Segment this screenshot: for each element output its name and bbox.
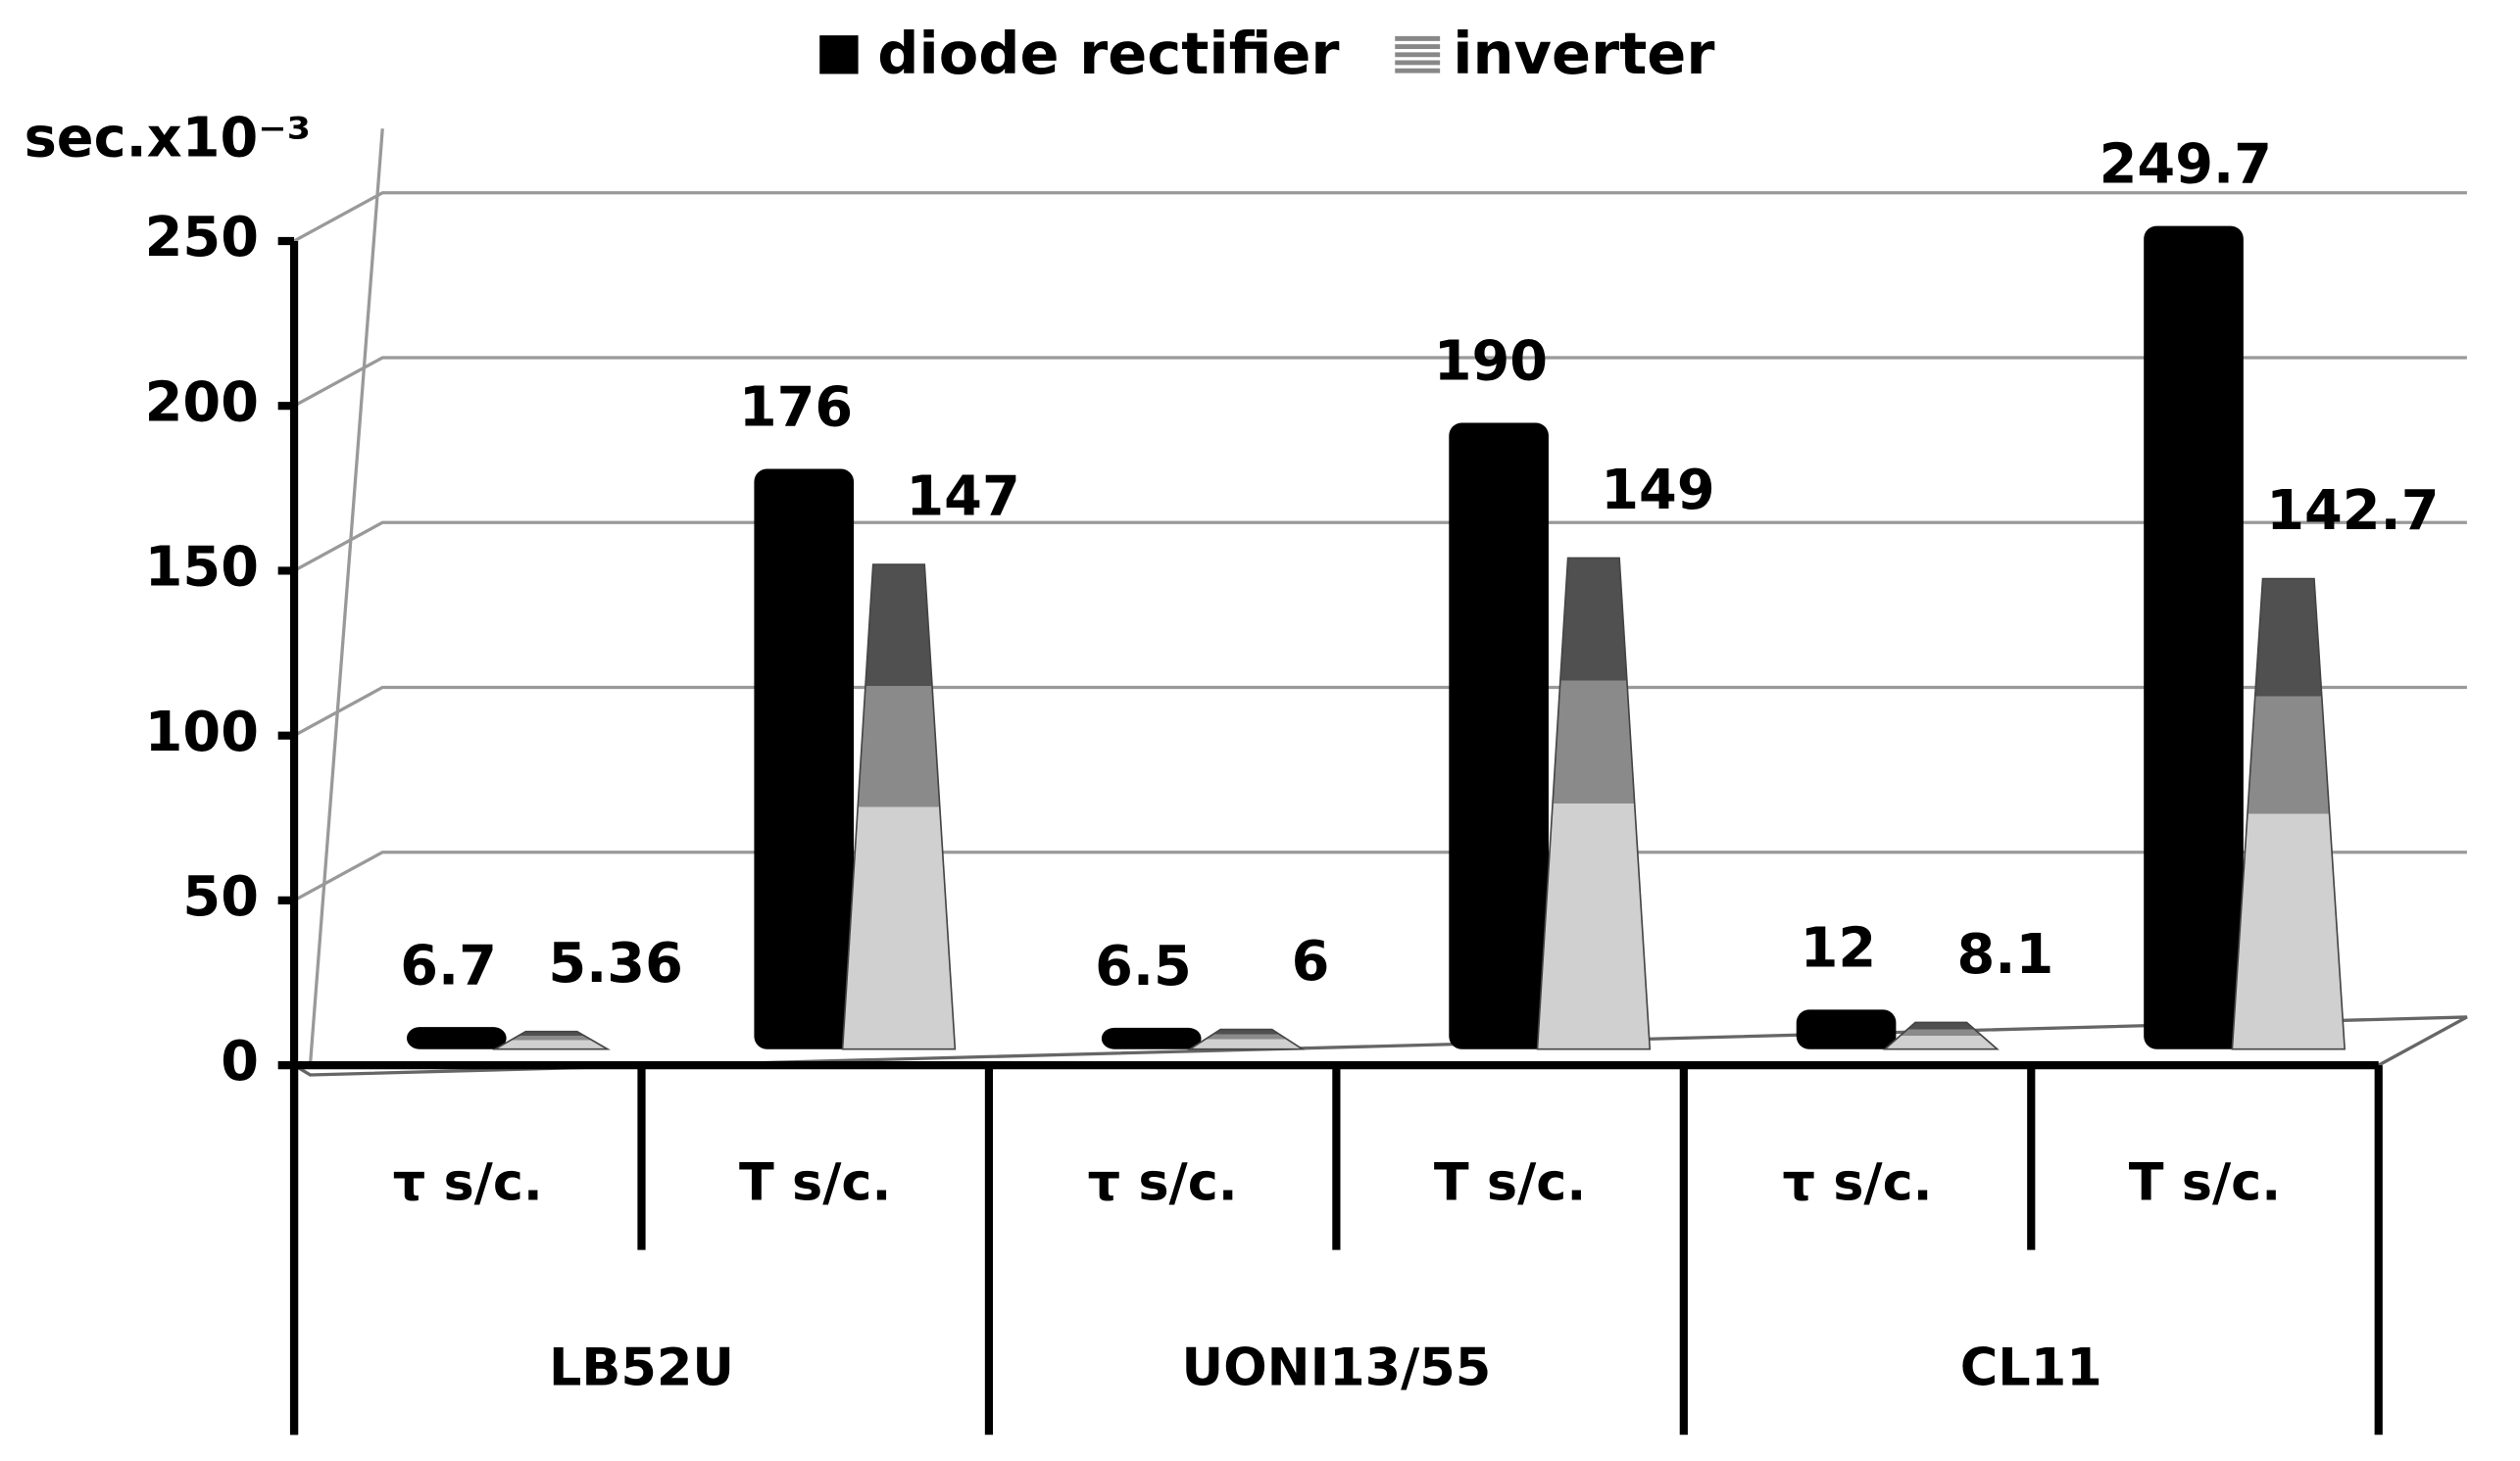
- y-tick-label: 0: [221, 1030, 259, 1094]
- x-tick-label: τ s/c.: [1782, 1153, 1932, 1213]
- group-label: UONI13/55: [1182, 1338, 1492, 1397]
- value-label: 190: [1434, 330, 1548, 394]
- value-label: 5.36: [548, 932, 683, 996]
- value-label: 6: [1292, 930, 1330, 994]
- value-label: 6.7: [400, 934, 497, 998]
- x-tick-label: T s/c.: [739, 1153, 891, 1213]
- legend-label: diode rectifier: [877, 20, 1339, 87]
- bar: [1101, 1027, 1202, 1049]
- bar: [1536, 557, 1652, 1050]
- value-label: 12: [1801, 916, 1877, 980]
- bar: [2231, 577, 2347, 1050]
- grid-line: [293, 520, 2467, 572]
- y-tick-label: 250: [145, 206, 259, 269]
- y-tick-label: 150: [145, 536, 259, 600]
- grid-line: [293, 685, 2467, 738]
- value-label: 6.5: [1095, 935, 1192, 998]
- x-tick-label: τ s/c.: [1088, 1153, 1238, 1213]
- y-tick-label: 100: [145, 701, 259, 764]
- grid-line: [293, 356, 2467, 408]
- bar: [492, 1030, 611, 1050]
- bar: [1449, 422, 1549, 1049]
- value-label: 142.7: [2266, 479, 2439, 543]
- group-label: LB52U: [549, 1338, 734, 1397]
- bar: [1796, 1009, 1897, 1049]
- bar: [406, 1027, 507, 1049]
- value-label: 147: [906, 465, 1019, 529]
- value-label: 249.7: [2100, 133, 2272, 197]
- value-label: 8.1: [1957, 923, 2054, 987]
- grid-line: [293, 191, 2467, 243]
- legend-label: inverter: [1453, 20, 1714, 87]
- x-tick-label: T s/c.: [2129, 1153, 2281, 1213]
- value-label: 149: [1601, 459, 1714, 522]
- legend-swatch: [819, 35, 859, 74]
- y-axis-label: sec.x10⁻³: [25, 106, 312, 170]
- x-tick-label: T s/c.: [1434, 1153, 1586, 1213]
- bar: [841, 563, 957, 1050]
- x-tick-label: τ s/c.: [393, 1153, 543, 1213]
- grid-line: [293, 851, 2467, 902]
- bar: [1187, 1028, 1306, 1050]
- group-label: CL11: [1960, 1338, 2102, 1397]
- floor-edge: [293, 1015, 2468, 1077]
- y-tick-label: 50: [182, 865, 259, 929]
- y-tick-label: 200: [145, 370, 259, 434]
- bar: [1882, 1021, 2000, 1050]
- back-wall-edge: [308, 128, 384, 1066]
- bar: [754, 468, 855, 1049]
- value-label: 176: [739, 376, 853, 440]
- bar: [2144, 225, 2244, 1049]
